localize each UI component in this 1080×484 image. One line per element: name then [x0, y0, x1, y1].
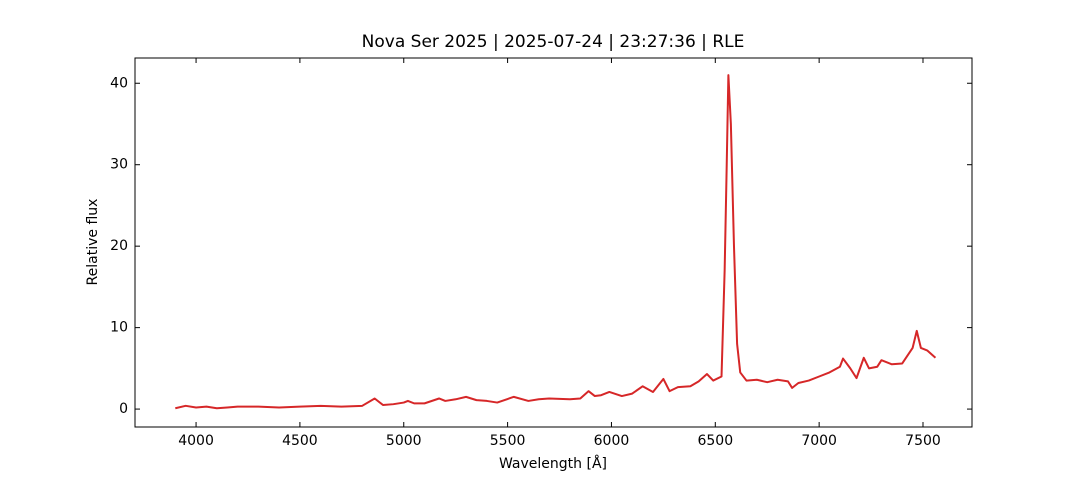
plot-frame [134, 57, 973, 428]
x-tick-label: 5500 [490, 433, 526, 449]
x-tick-label: 4000 [178, 433, 214, 449]
y-axis-label: Relative flux [85, 199, 101, 286]
chart-title: Nova Ser 2025 | 2025-07-24 | 23:27:36 | … [362, 32, 745, 52]
y-tick-label: 30 [110, 157, 128, 173]
x-tick-label: 6500 [697, 433, 733, 449]
y-tick-label: 40 [110, 75, 128, 91]
y-tick-label: 20 [110, 238, 128, 254]
x-tick-label: 5000 [386, 433, 422, 449]
x-tick-label: 7500 [905, 433, 941, 449]
x-axis-label: Wavelength [Å] [499, 455, 607, 472]
x-tick-label: 4500 [282, 433, 318, 449]
x-tick-label: 6000 [594, 433, 630, 449]
x-tick-label: 7000 [801, 433, 837, 449]
spectrum-line [175, 74, 937, 410]
y-tick-label: 10 [110, 320, 128, 336]
y-tick-label: 0 [119, 401, 128, 417]
